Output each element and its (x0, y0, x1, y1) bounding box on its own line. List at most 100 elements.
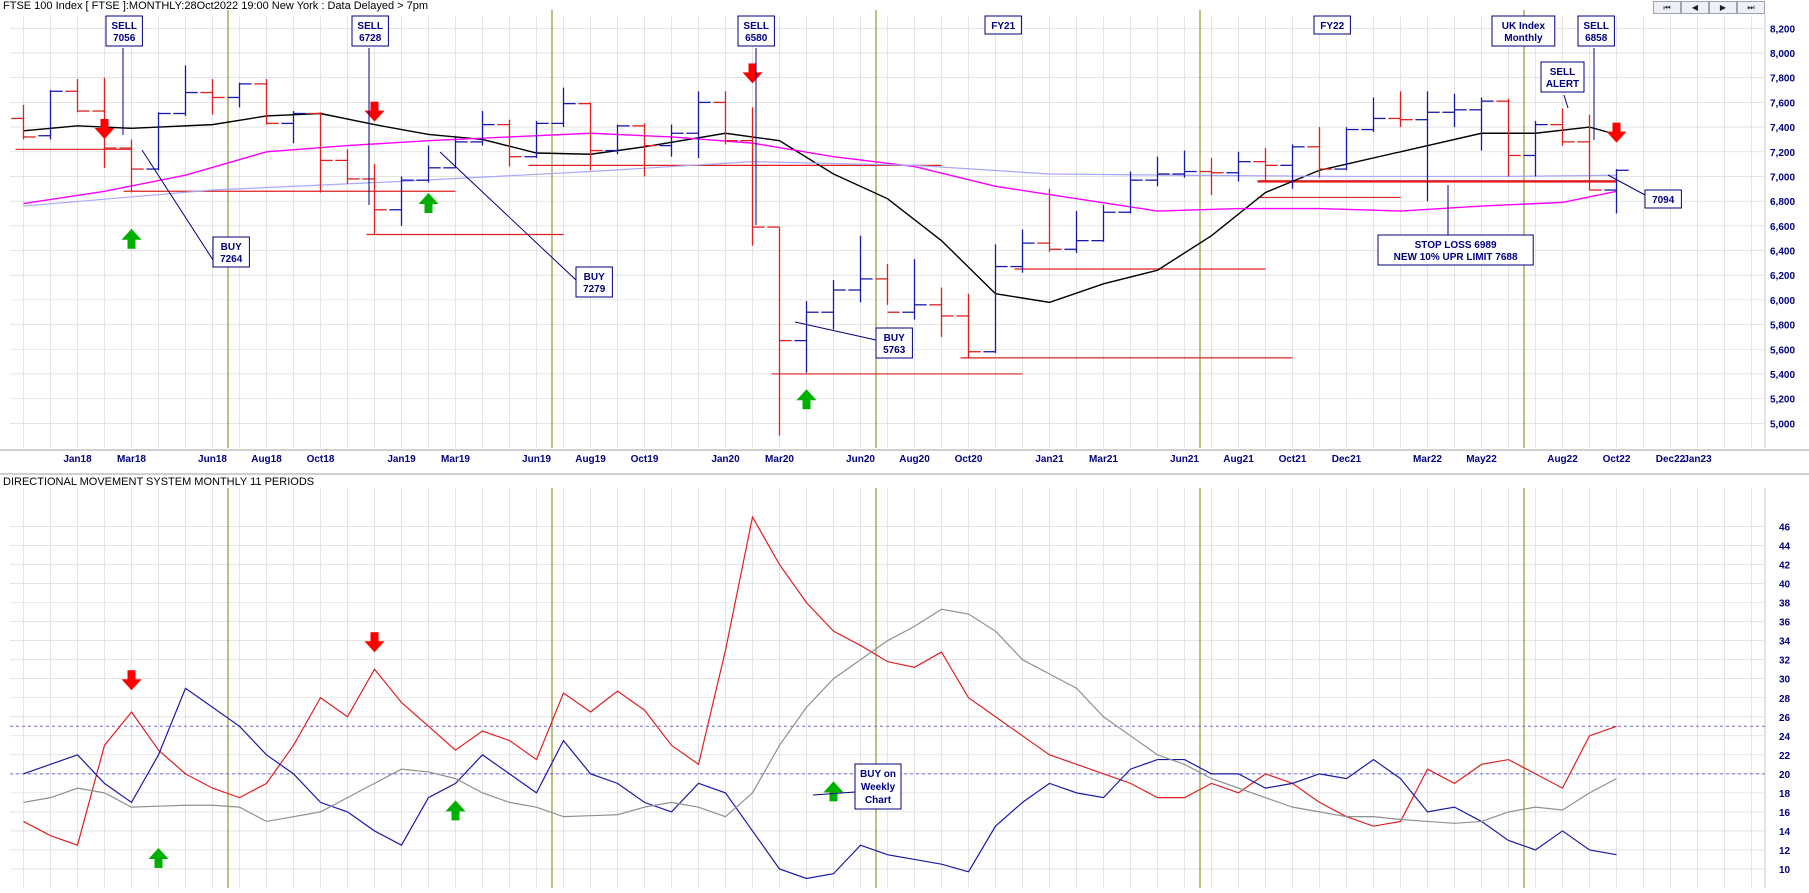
ohlc-bar (821, 280, 846, 330)
annotation-frame (351, 15, 389, 47)
ohlc-bar (146, 112, 171, 171)
annotation-text: 7264 (220, 254, 243, 265)
prev-page-button[interactable]: ◀ (1681, 1, 1709, 14)
ohlc-bar (902, 259, 927, 320)
annotation-text: SELL (1550, 67, 1576, 78)
buy-arrow-icon-head (148, 847, 169, 859)
x-tick-label: Aug18 (251, 454, 282, 465)
ohlc-bar (65, 78, 90, 113)
ohlc-bar (119, 139, 144, 193)
price-tick-label: 8,000 (1770, 49, 1795, 60)
x-tick-label: Dec22 (1656, 454, 1686, 465)
sell-arrow-icon-head (364, 110, 385, 122)
last-page-button[interactable]: ⏭ (1737, 1, 1765, 14)
ohlc-bar (1064, 211, 1089, 253)
ohlc-bar (1415, 91, 1440, 202)
annotation-text: Weekly (861, 782, 896, 793)
x-tick-label: Mar22 (1413, 454, 1442, 465)
ohlc-bar (1091, 204, 1116, 242)
x-tick-label: Aug20 (899, 454, 930, 465)
dmi-tick-label: 26 (1779, 713, 1791, 724)
annotation-text: SELL (111, 21, 137, 32)
annotation-frame (575, 266, 613, 298)
annotation-text: 7094 (1652, 195, 1675, 206)
first-page-button[interactable]: ⏮ (1653, 1, 1681, 14)
annotation-text: BUY on (860, 769, 896, 780)
annotation-text: Monthly (1504, 33, 1543, 44)
annotation-text: 6580 (745, 33, 768, 44)
ohlc-bar (929, 287, 954, 337)
x-tick-label: Aug19 (575, 454, 606, 465)
price-tick-label: 6,000 (1770, 296, 1795, 307)
ohlc-bar (632, 123, 657, 177)
x-tick-label: Jan20 (711, 454, 740, 465)
annotation-text: SELL (1583, 21, 1609, 32)
buy-arrow-icon (445, 800, 466, 821)
ohlc-bar (1118, 171, 1143, 214)
dmi-tick-label: 36 (1779, 618, 1791, 629)
annotation-frame (1491, 15, 1556, 47)
annotation-text: 6858 (1585, 33, 1608, 44)
price-tick-label: 7,800 (1770, 74, 1795, 85)
annotation-text: BUY (884, 333, 905, 344)
x-tick-label: Jan19 (387, 454, 416, 465)
annotation-frame (737, 15, 775, 47)
annotation-text: FY22 (1320, 21, 1344, 32)
ohlc-bar (983, 244, 1008, 353)
buy-arrow-icon-head (445, 800, 466, 812)
x-tick-label: Jan18 (63, 454, 92, 465)
annotation-text: ALERT (1546, 79, 1579, 90)
x-tick-label: Jun18 (198, 454, 227, 465)
annotation-text: NEW 10% UPR LIMIT 7688 (1394, 252, 1518, 263)
annotation-text: UK Index (1502, 21, 1546, 32)
annotation-box: 7094 (1607, 174, 1682, 209)
price-tick-label: 6,800 (1770, 197, 1795, 208)
x-tick-label: Oct21 (1279, 454, 1307, 465)
buy-arrow-icon-shaft (127, 238, 136, 249)
ohlc-bar (1388, 91, 1413, 128)
scroll-navigation: ⏮ ◀ ▶ ⏭ (1653, 1, 1765, 14)
ohlc-bar (1172, 150, 1197, 178)
ohlc-bar (1577, 114, 1602, 191)
ohlc-bar (11, 104, 36, 140)
ohlc-bar (686, 91, 711, 158)
annotation-box: BUY on Weekly Chart (812, 763, 902, 810)
chart-title: FTSE 100 Index [ FTSE ]:MONTHLY:28Oct202… (3, 0, 429, 12)
sell-arrow-icon-shaft (370, 632, 379, 643)
ohlc-bar (281, 111, 306, 144)
ohlc-bar (1199, 157, 1224, 195)
x-tick-label: Oct20 (955, 454, 983, 465)
ohlc-bar (1361, 97, 1386, 133)
ohlc-bar (740, 107, 765, 246)
annotation-text: STOP LOSS 6989 (1415, 240, 1497, 251)
ohlc-bar (1550, 108, 1575, 146)
x-tick-label: Mar20 (765, 454, 794, 465)
ohlc-bar (875, 264, 900, 313)
next-page-button[interactable]: ▶ (1709, 1, 1737, 14)
price-tick-label: 7,400 (1770, 123, 1795, 134)
sell-arrow-icon-head (121, 679, 142, 691)
ohlc-bar (524, 120, 549, 158)
dmi-tick-label: 40 (1779, 580, 1791, 591)
price-tick-label: 6,600 (1770, 222, 1795, 233)
price-tick-label: 5,200 (1770, 395, 1795, 406)
annotation-text: 5763 (883, 345, 906, 356)
ohlc-bar (1469, 97, 1494, 151)
annotation-frame (1577, 15, 1615, 47)
ohlc-bar (389, 176, 414, 226)
x-tick-label: May22 (1466, 454, 1497, 465)
dmi-series-line (23, 515, 1617, 846)
sell-arrow-icon-shaft (100, 118, 109, 129)
dmi-tick-label: 32 (1779, 656, 1791, 667)
sell-arrow-icon-head (1606, 131, 1627, 143)
price-tick-label: 5,400 (1770, 370, 1795, 381)
dmi-tick-label: 34 (1779, 637, 1791, 648)
